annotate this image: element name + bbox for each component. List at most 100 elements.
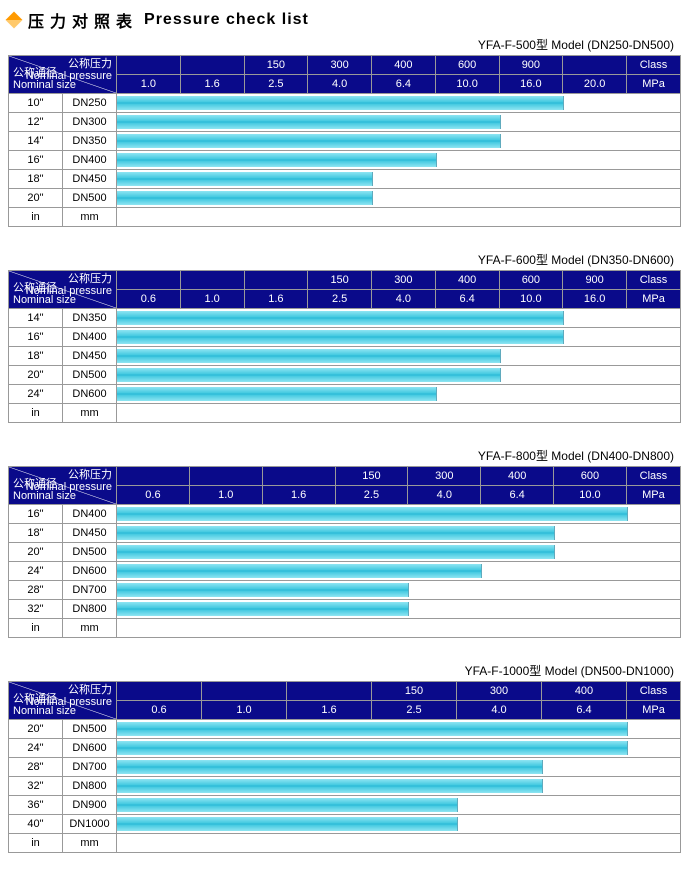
pressure-table: 公称压力Nominal pressure公称通径Nominal size1503… <box>8 681 681 853</box>
mpa-header-cell: 20.0 <box>563 75 627 94</box>
bar-cell <box>117 777 681 796</box>
mpa-header-cell: 1.0 <box>180 290 244 309</box>
bar-cell <box>117 132 681 151</box>
unit-in-cell: in <box>9 208 63 227</box>
model-line: YFA-F-600型 Model (DN350-DN600) <box>8 251 680 268</box>
table-row: 20"DN500 <box>9 543 681 562</box>
unit-in-cell: in <box>9 404 63 423</box>
model-line: YFA-F-800型 Model (DN400-DN800) <box>8 447 680 464</box>
pressure-bar <box>117 115 501 129</box>
diamond-icon <box>6 12 23 29</box>
table-row: 24"DN600 <box>9 562 681 581</box>
pressure-bar <box>117 526 555 540</box>
table-row: 14"DN350 <box>9 309 681 328</box>
class-header-cell: 400 <box>372 56 436 75</box>
size-mm-cell: DN250 <box>63 94 117 113</box>
mpa-header-cell: 10.0 <box>554 486 627 505</box>
class-header-cell <box>117 682 202 701</box>
pressure-bar <box>117 134 501 148</box>
bar-cell <box>117 562 681 581</box>
class-header-cell: 300 <box>457 682 542 701</box>
class-header-cell <box>262 467 335 486</box>
pressure-bar <box>117 172 373 186</box>
table-row: 12"DN300 <box>9 113 681 132</box>
size-mm-cell: DN700 <box>63 581 117 600</box>
table-row: 18"DN450 <box>9 347 681 366</box>
chart-block: YFA-F-600型 Model (DN350-DN600)公称压力Nomina… <box>8 251 680 423</box>
size-mm-cell: DN450 <box>63 524 117 543</box>
class-header-cell <box>189 467 262 486</box>
unit-in-cell: in <box>9 619 63 638</box>
bar-cell <box>117 581 681 600</box>
mpa-header-cell: 6.4 <box>435 290 499 309</box>
mpa-header-cell: 10.0 <box>499 290 563 309</box>
class-header-cell <box>117 467 190 486</box>
pressure-bar <box>117 96 564 110</box>
pressure-bar <box>117 722 628 736</box>
bar-cell <box>117 113 681 132</box>
unit-empty-cell <box>117 404 681 423</box>
bar-cell <box>117 366 681 385</box>
size-mm-cell: DN300 <box>63 113 117 132</box>
size-in-cell: 20" <box>9 189 63 208</box>
table-row: 28"DN700 <box>9 758 681 777</box>
size-in-cell: 16" <box>9 328 63 347</box>
unit-empty-cell <box>117 619 681 638</box>
page-title-row: 压力对照表 Pressure check list <box>8 8 680 32</box>
class-unit-cell: Class <box>627 682 681 701</box>
class-header-cell <box>202 682 287 701</box>
title-en: Pressure check list <box>144 11 309 29</box>
size-in-cell: 18" <box>9 524 63 543</box>
table-row: 14"DN350 <box>9 132 681 151</box>
table-row: 24"DN600 <box>9 385 681 404</box>
size-mm-cell: DN500 <box>63 189 117 208</box>
size-mm-cell: DN400 <box>63 151 117 170</box>
size-mm-cell: DN600 <box>63 739 117 758</box>
chart-block: YFA-F-500型 Model (DN250-DN500)公称压力Nomina… <box>8 36 680 227</box>
size-in-cell: 28" <box>9 758 63 777</box>
class-header-cell: 400 <box>542 682 627 701</box>
unit-row: inmm <box>9 404 681 423</box>
mpa-unit-cell: MPa <box>627 701 681 720</box>
unit-in-cell: in <box>9 834 63 853</box>
pressure-bar <box>117 760 543 774</box>
size-mm-cell: DN600 <box>63 562 117 581</box>
bar-cell <box>117 347 681 366</box>
bar-cell <box>117 543 681 562</box>
class-header-cell: 150 <box>244 56 308 75</box>
size-in-cell: 20" <box>9 543 63 562</box>
class-header-cell <box>244 271 308 290</box>
table-row: 36"DN900 <box>9 796 681 815</box>
bar-cell <box>117 170 681 189</box>
pressure-bar <box>117 779 543 793</box>
size-mm-cell: DN900 <box>63 796 117 815</box>
table-row: 18"DN450 <box>9 170 681 189</box>
size-in-cell: 10" <box>9 94 63 113</box>
size-in-cell: 40" <box>9 815 63 834</box>
bar-cell <box>117 385 681 404</box>
bar-cell <box>117 189 681 208</box>
mpa-header-cell: 6.4 <box>372 75 436 94</box>
mpa-header-cell: 4.0 <box>408 486 481 505</box>
table-row: 32"DN800 <box>9 777 681 796</box>
size-in-cell: 14" <box>9 132 63 151</box>
table-row: 40"DN1000 <box>9 815 681 834</box>
class-header-cell: 900 <box>563 271 627 290</box>
mpa-header-cell: 10.0 <box>435 75 499 94</box>
mpa-unit-cell: MPa <box>626 486 680 505</box>
title-cn: 压力对照表 <box>28 8 138 32</box>
mpa-header-cell: 0.6 <box>117 486 190 505</box>
mpa-header-cell: 2.5 <box>335 486 408 505</box>
unit-mm-cell: mm <box>63 208 117 227</box>
mpa-header-cell: 2.5 <box>308 290 372 309</box>
mpa-header-cell: 2.5 <box>244 75 308 94</box>
table-row: 10"DN250 <box>9 94 681 113</box>
bar-cell <box>117 815 681 834</box>
class-header-cell <box>117 56 181 75</box>
class-header-cell: 600 <box>435 56 499 75</box>
class-unit-cell: Class <box>626 467 680 486</box>
size-mm-cell: DN350 <box>63 132 117 151</box>
unit-mm-cell: mm <box>63 619 117 638</box>
mpa-header-cell: 0.6 <box>117 290 181 309</box>
class-header-cell: 150 <box>372 682 457 701</box>
